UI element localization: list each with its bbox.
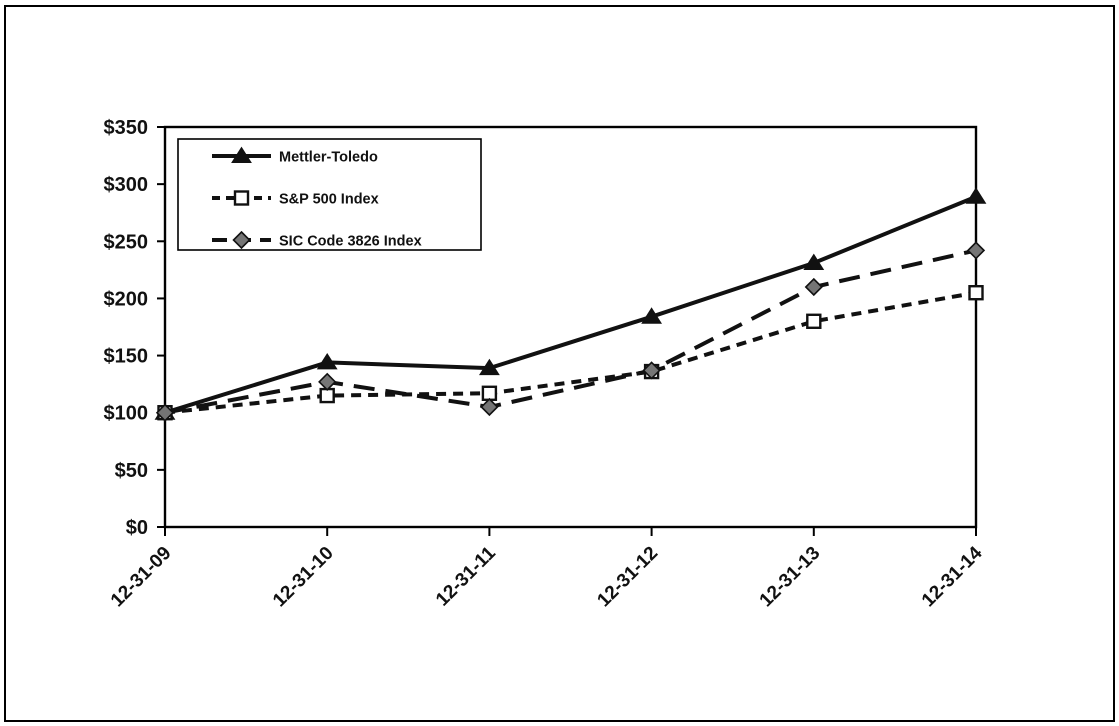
y-axis-tick-label: $200 — [104, 288, 149, 310]
legend: Mettler-Toledo S&P 500 Index SIC Code 3826… — [177, 138, 482, 251]
series-marker — [480, 397, 499, 417]
x-axis-tick-label: 12-31-10 — [269, 543, 338, 612]
y-axis-tick-label: $350 — [104, 117, 149, 139]
x-axis-tick-label: 12-31-14 — [918, 542, 987, 611]
y-axis-tick-label: $0 — [126, 517, 148, 539]
legend-marker — [231, 146, 252, 163]
series-marker — [478, 358, 500, 376]
legend-item: Mettler-Toledo — [212, 146, 378, 166]
x-axis-tick-label: 12-31-09 — [107, 543, 176, 612]
legend-marker — [233, 190, 250, 206]
series-marker — [316, 352, 338, 370]
x-axis-tick-label: 12-31-12 — [594, 543, 663, 612]
series-sic-code-3826-index — [155, 241, 986, 422]
legend-item: S&P 500 Index — [212, 190, 379, 208]
legend-item-label: S&P 500 Index — [279, 192, 379, 208]
series-line — [164, 248, 977, 415]
y-axis-tick-label: $250 — [104, 231, 149, 253]
legend-item-label: SIC Code 3826 Index — [279, 234, 422, 250]
legend-item: SIC Code 3826 Index — [212, 230, 422, 250]
series-marker — [318, 372, 337, 391]
x-axis-tick-label: 12-31-13 — [756, 543, 825, 612]
y-axis-tick-label: $50 — [115, 460, 148, 482]
series-marker — [641, 307, 663, 324]
series-marker — [806, 313, 822, 329]
y-axis-tick-label: $100 — [104, 403, 149, 425]
series-marker — [642, 361, 661, 380]
y-axis-tick-label: $150 — [104, 346, 149, 368]
x-axis-tick-label: 12-31-11 — [432, 542, 500, 610]
series-marker — [965, 187, 987, 204]
series-marker — [968, 285, 984, 301]
series-marker — [481, 385, 498, 401]
legend-item-label: Mettler-Toledo — [279, 150, 378, 166]
series-line — [164, 194, 977, 415]
series-marker — [966, 241, 986, 260]
series-marker — [155, 403, 175, 422]
legend-marker — [232, 230, 251, 250]
series-line — [164, 290, 977, 415]
series-marker — [804, 277, 823, 297]
series-marker — [803, 253, 825, 270]
series-marker — [319, 387, 335, 404]
y-axis-tick-label: $300 — [104, 174, 149, 196]
